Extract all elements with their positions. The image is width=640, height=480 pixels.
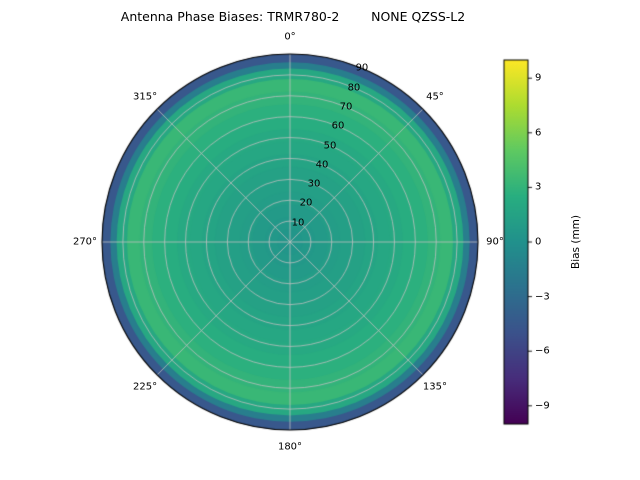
chart-title: Antenna Phase Biases: TRMR780-2 NONE QZS… (120, 9, 466, 24)
